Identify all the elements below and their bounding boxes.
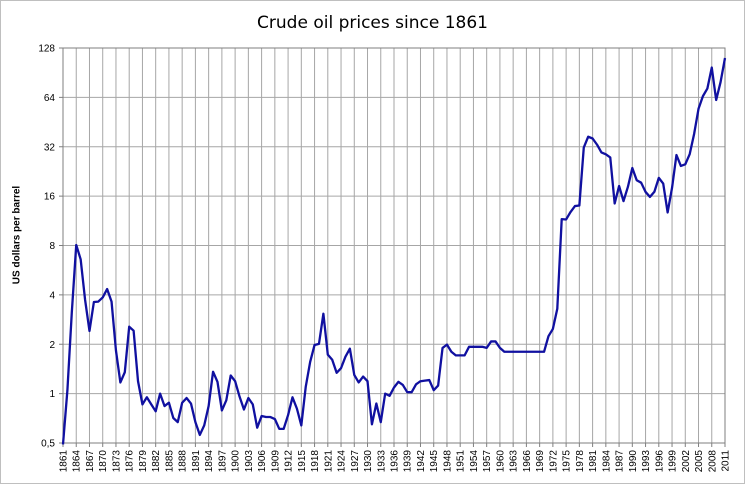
- x-tick-label: 1930: [363, 450, 374, 473]
- y-gridlines: [59, 47, 725, 444]
- x-tick-label: 1882: [151, 450, 162, 473]
- y-tick-labels: 0,5 1 2 4 8 16 32 64 128: [38, 44, 55, 450]
- y-tick-label: 16: [44, 192, 56, 203]
- x-tick-label: 1909: [270, 450, 281, 473]
- x-tick-label: 1912: [284, 450, 295, 473]
- x-tick-label: 1861: [59, 450, 70, 473]
- x-tick-label: 1915: [297, 450, 308, 473]
- x-tick-label: 1975: [562, 450, 573, 473]
- y-tick-label: 1: [49, 389, 55, 400]
- x-tick-label: 1990: [628, 450, 639, 473]
- x-tick-label: 1945: [429, 450, 440, 473]
- x-tick-label: 1978: [575, 450, 586, 473]
- y-tick-label: 8: [49, 241, 55, 252]
- x-tick-label: 1987: [615, 450, 626, 473]
- x-tick-label: 2008: [707, 450, 718, 473]
- plot-area-border: [62, 47, 726, 444]
- x-tick-label: 1876: [125, 450, 136, 473]
- x-tick-label: 1897: [217, 450, 228, 473]
- x-tick-label: 1966: [522, 450, 533, 473]
- y-tick-label: 32: [44, 142, 56, 153]
- y-tick-label: 2: [49, 340, 55, 351]
- x-tick-label: 1864: [72, 450, 83, 473]
- x-tick-label: 1969: [535, 450, 546, 473]
- x-tick-label: 1873: [111, 450, 122, 473]
- x-tick-label: 2005: [694, 450, 705, 473]
- x-tick-label: 1870: [98, 450, 109, 473]
- y-tick-label: 128: [38, 44, 55, 55]
- x-tick-label: 1906: [257, 450, 268, 473]
- x-tick-label: 2002: [681, 450, 692, 473]
- x-tick-label: 1963: [509, 450, 520, 473]
- y-tick-label: 64: [44, 93, 56, 104]
- x-tick-label: 1921: [323, 450, 334, 473]
- x-tick-label: 1939: [403, 450, 414, 473]
- x-tick-label: 1936: [390, 450, 401, 473]
- x-tick-label: 1999: [668, 450, 679, 473]
- x-tick-label: 1885: [164, 450, 175, 473]
- x-tick-label: 1993: [641, 450, 652, 473]
- y-tick-label: 0,5: [41, 439, 55, 450]
- x-tick-label: 1933: [376, 450, 387, 473]
- x-tick-label: 1948: [442, 450, 453, 473]
- x-tick-label: 1981: [588, 450, 599, 473]
- x-tick-label: 1954: [469, 450, 480, 473]
- x-tick-label: 1927: [350, 450, 361, 473]
- chart-title: Crude oil prices since 1861: [257, 13, 488, 33]
- x-tick-label: 1879: [138, 450, 149, 473]
- x-tick-label: 1918: [310, 450, 321, 473]
- x-tick-label: 1996: [654, 450, 665, 473]
- x-tick-label: 1888: [178, 450, 189, 473]
- x-tick-label: 1903: [244, 450, 255, 473]
- x-tick-label: 1951: [456, 450, 467, 473]
- x-tick-label: 1984: [601, 450, 612, 473]
- x-tick-label: 1972: [548, 450, 559, 473]
- x-tick-label: 1891: [191, 450, 202, 473]
- x-tick-label: 1924: [337, 450, 348, 473]
- x-tick-label: 1960: [495, 450, 506, 473]
- x-tick-label: 1957: [482, 450, 493, 473]
- x-tick-label: 1894: [204, 450, 215, 473]
- x-tick-label: 1942: [416, 450, 427, 473]
- x-tick-label: 2011: [721, 450, 732, 472]
- x-tick-label: 1867: [85, 450, 96, 473]
- x-tick-label: 1900: [231, 450, 242, 473]
- y-tick-label: 4: [49, 290, 55, 301]
- series-line-oil-price: [61, 57, 727, 445]
- x-tick-labels: 1861 1864 1867 1870 1873 1876 1879 1882 1885 1888…: [59, 450, 732, 473]
